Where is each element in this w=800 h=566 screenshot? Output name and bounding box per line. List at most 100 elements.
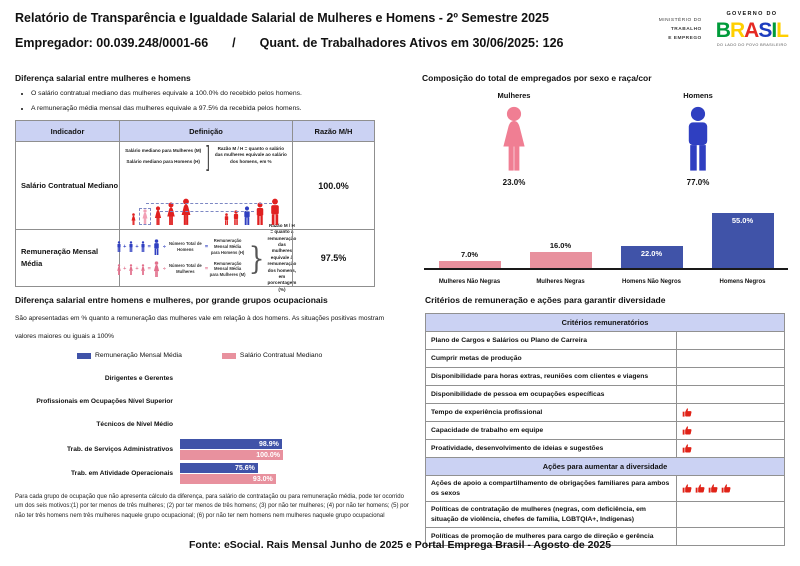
bar-homens-negros <box>711 213 774 268</box>
man-icon <box>152 239 161 255</box>
woman-icon <box>141 209 149 224</box>
criteria-checks <box>682 483 779 494</box>
col-header-indicador: Indicador <box>16 121 119 141</box>
race-sex-bar-chart: 7.0% 16.0% 22.0% 55.0% Mulheres Nã <box>422 193 790 285</box>
section-criteria: Critérios de remuneração e ações para ga… <box>425 295 787 547</box>
criteria-check-icon <box>682 425 693 436</box>
salary-gap-heading: Diferença salarial entre mulheres e home… <box>15 73 191 83</box>
indicator-table: Indicador Definição Razão M/H Salário Co… <box>15 120 375 292</box>
sex-pictograms: Mulheres 23.0% Homens 77.0% <box>422 91 790 187</box>
indicator-name: Remuneração Mensal Média <box>16 229 119 286</box>
composition-heading: Composição do total de empregados por se… <box>422 73 652 83</box>
bar-mulheres-nao-negras <box>438 261 501 268</box>
chart-row: Trab. em Atividade Operacionais 75.6% 93… <box>15 463 415 484</box>
definition-cell-median: Salário mediano para Mulheres (M) Salári… <box>119 139 292 229</box>
woman-icon <box>165 202 177 225</box>
men-share: 77.0% <box>686 178 710 187</box>
logos: MINISTÉRIO DO TRABALHO E EMPREGO GOVERNO… <box>658 11 789 47</box>
bar-mulheres-negras <box>529 252 592 268</box>
dashed-line <box>160 211 254 212</box>
criteria-checks <box>682 353 779 364</box>
man-icon <box>254 202 266 225</box>
table-row: Políticas de contratação de mulheres (ne… <box>425 501 785 529</box>
median-man-icon <box>242 206 252 225</box>
criteria-table: Critérios remuneratórios Plano de Cargos… <box>425 313 785 547</box>
ratio-mean: 97.5% <box>292 229 374 286</box>
woman-icon <box>140 264 146 275</box>
criteria-checks <box>682 371 779 382</box>
criteria-check-icon <box>682 443 693 454</box>
women-group-pictogram <box>130 198 193 225</box>
criteria-checks <box>682 509 779 520</box>
chart-row: Profissionais em Ocupações Nível Superio… <box>36 397 173 405</box>
table-row: Disponibilidade de pessoa em ocupações e… <box>425 385 785 404</box>
woman-icon <box>130 213 137 225</box>
occupational-description: São apresentadas em % quanto a remuneraç… <box>15 315 385 340</box>
women-divisor-label: Número Total de Mulheres <box>168 263 202 274</box>
man-icon <box>232 210 240 225</box>
median-men-label: Salário mediano para Homens (H) <box>126 158 200 164</box>
table-row: Disponibilidade para horas extras, reuni… <box>425 367 785 386</box>
ministry-logo: MINISTÉRIO DO TRABALHO E EMPREGO <box>658 17 702 42</box>
employer-line: Empregador: 00.039.248/0001-66 / Quant. … <box>15 36 564 50</box>
bullet-median-salary: O salário contratual mediano das mulhere… <box>31 90 407 97</box>
table-row: Capacidade de trabalho em equipe <box>425 421 785 440</box>
woman-icon <box>116 264 122 275</box>
criteria-checks <box>682 443 779 454</box>
chart-row: Dirigentes e Gerentes <box>104 374 173 382</box>
governo-do-brasil-logo: GOVERNO DO BRASIL DO LADO DO POVO BRASIL… <box>715 11 789 47</box>
criteria-check-icon <box>708 483 719 494</box>
page-title: Relatório de Transparência e Igualdade S… <box>15 11 549 25</box>
criteria-checks <box>682 335 779 346</box>
bar-column: 55.0% <box>697 213 788 268</box>
woman-icon <box>152 261 161 277</box>
women-result-label: Remuneração Mensal Média para Mulheres (… <box>209 260 246 277</box>
big-woman-icon <box>497 105 531 171</box>
table-row: Políticas de promoção de mulheres para c… <box>425 527 785 547</box>
woman-icon <box>128 264 134 275</box>
bar-column: 16.0% <box>515 216 606 268</box>
men-formula: + + = ÷ Número Total de Homens = Remuner… <box>116 238 246 255</box>
legend-item-contratual-mediano: Salário Contratual Mediano <box>221 352 322 359</box>
criteria-checks <box>682 407 779 418</box>
occupational-heading: Diferença salarial entre homens e mulher… <box>15 295 328 305</box>
bar-homens-nao-negros <box>620 246 683 268</box>
table-section-header: Critérios remuneratórios <box>425 313 785 332</box>
legend-item-mensal-media: Remuneração Mensal Média <box>77 352 182 359</box>
bracket-glyph: ] <box>206 139 210 172</box>
salary-gap-bullets: O salário contratual mediano das mulhere… <box>31 90 407 112</box>
criteria-check-icon <box>682 407 693 418</box>
indicator-name: Salário Contratual Mediano <box>16 141 119 229</box>
median-woman-highlight <box>139 208 151 225</box>
occupational-bar-chart: Dirigentes e Gerentes Profissionais em O… <box>15 367 415 484</box>
source-footer: Fonte: eSocial. Rais Mensal Junho de 202… <box>188 539 612 551</box>
section-composition: Composição do total de empregados por se… <box>422 73 790 285</box>
man-icon <box>223 213 230 225</box>
section-occupational: Diferença salarial entre homens e mulher… <box>15 295 415 521</box>
mean-ratio-note: Razão M / H = quanto a remuneração das m… <box>267 222 297 292</box>
criteria-check-icon <box>721 483 732 494</box>
criteria-heading: Critérios de remuneração e ações para ga… <box>425 295 666 305</box>
bar-contratual-mediano: 93.0% <box>180 474 276 484</box>
criteria-check-icon <box>695 483 706 494</box>
median-pictogram <box>124 183 288 225</box>
women-share: 23.0% <box>502 178 526 187</box>
median-ratio-note: Razão M / H = quanto o salário das mulhe… <box>214 146 287 164</box>
table-row: Proatividade, desenvolvimento de ideias … <box>425 439 785 458</box>
man-icon <box>116 241 122 252</box>
x-axis-line <box>424 268 788 270</box>
man-icon <box>140 241 146 252</box>
chart-row: Técnicos de Nível Médio <box>96 420 173 428</box>
big-man-icon <box>681 105 715 171</box>
criteria-check-icon <box>682 483 693 494</box>
table-row: Ações de apoio a compartilhamento de obr… <box>425 474 785 503</box>
bar-column: 22.0% <box>606 216 697 268</box>
bar-column: 7.0% <box>424 216 515 268</box>
brace-glyph: } <box>248 239 265 277</box>
criteria-checks <box>682 425 779 436</box>
section-salary-gap: Diferença salarial entre mulheres e home… <box>15 73 407 292</box>
table-row: Tempo de experiência profissional <box>425 403 785 422</box>
men-result-label: Remuneração Mensal Média para Homens (H) <box>210 238 245 255</box>
definition-cell-mean: + + = ÷ Número Total de Homens = Remuner… <box>116 223 296 292</box>
